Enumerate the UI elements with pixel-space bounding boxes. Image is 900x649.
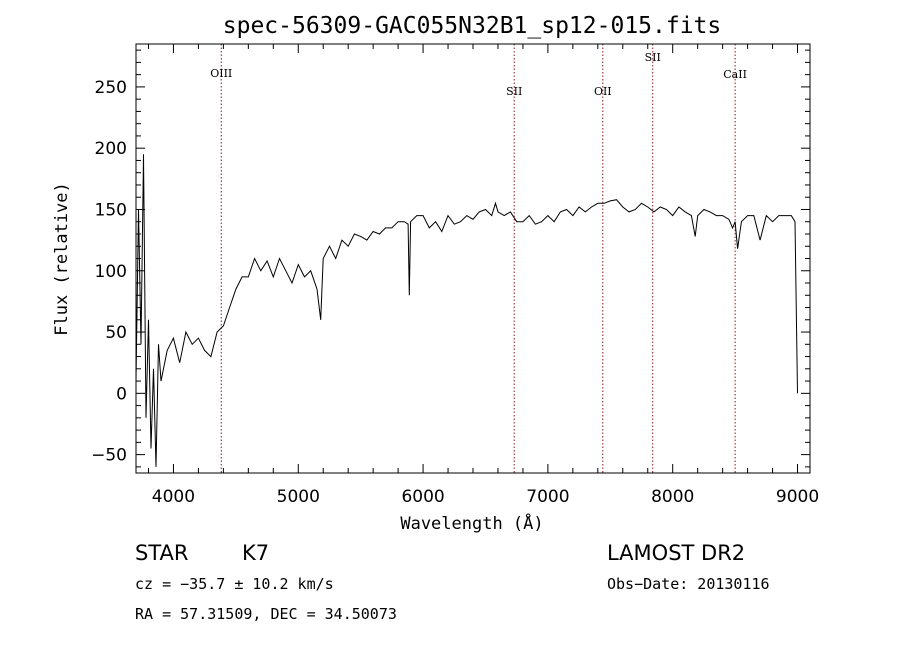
spectral-line-label: OII [594,85,612,98]
y-axis-label: Flux (relative) [52,182,72,336]
spectral-line-label: CaII [723,68,747,81]
x-tick-label: 8000 [651,487,694,507]
chart-title: spec-56309-GAC055N32B1_sp12-015.fits [223,13,722,39]
spectral-line-label: OIII [210,67,232,80]
observation-date: Obs−Date: 20130116 [607,575,770,593]
spectral-line-label: SII [506,85,522,98]
spectrum-line [135,154,798,467]
x-tick-label: 5000 [277,487,320,507]
y-tick-label: 50 [105,323,127,343]
y-tick-label: 0 [116,384,127,404]
x-axis-label: Wavelength (Å) [400,512,543,534]
x-tick-label: 4000 [152,487,195,507]
x-tick-label: 6000 [401,487,444,507]
x-axis: 4000 5000 6000 7000 8000 9000 [147,44,819,507]
y-tick-label: 150 [95,200,127,220]
y-axis: −50 0 50 100 150 200 250 [91,49,810,468]
spectral-line-markers: OIII SII OII SII CaII [210,44,747,473]
spectral-line-label: SII [645,51,661,64]
ra-dec-coordinates: RA = 57.31509, DEC = 34.50073 [135,605,397,623]
y-tick-label: 250 [95,78,127,98]
spectrum-series [135,154,798,467]
y-tick-label: −50 [91,446,127,466]
survey-name: LAMOST DR2 [607,541,745,565]
object-subclass: K7 [242,541,269,565]
y-tick-label: 100 [95,262,127,282]
x-tick-label: 7000 [526,487,569,507]
redshift-cz: cz = −35.7 ± 10.2 km/s [135,575,334,593]
x-tick-label: 9000 [776,487,819,507]
object-class: STAR [135,541,188,565]
plot-frame [135,43,811,474]
y-tick-label: 200 [95,139,127,159]
